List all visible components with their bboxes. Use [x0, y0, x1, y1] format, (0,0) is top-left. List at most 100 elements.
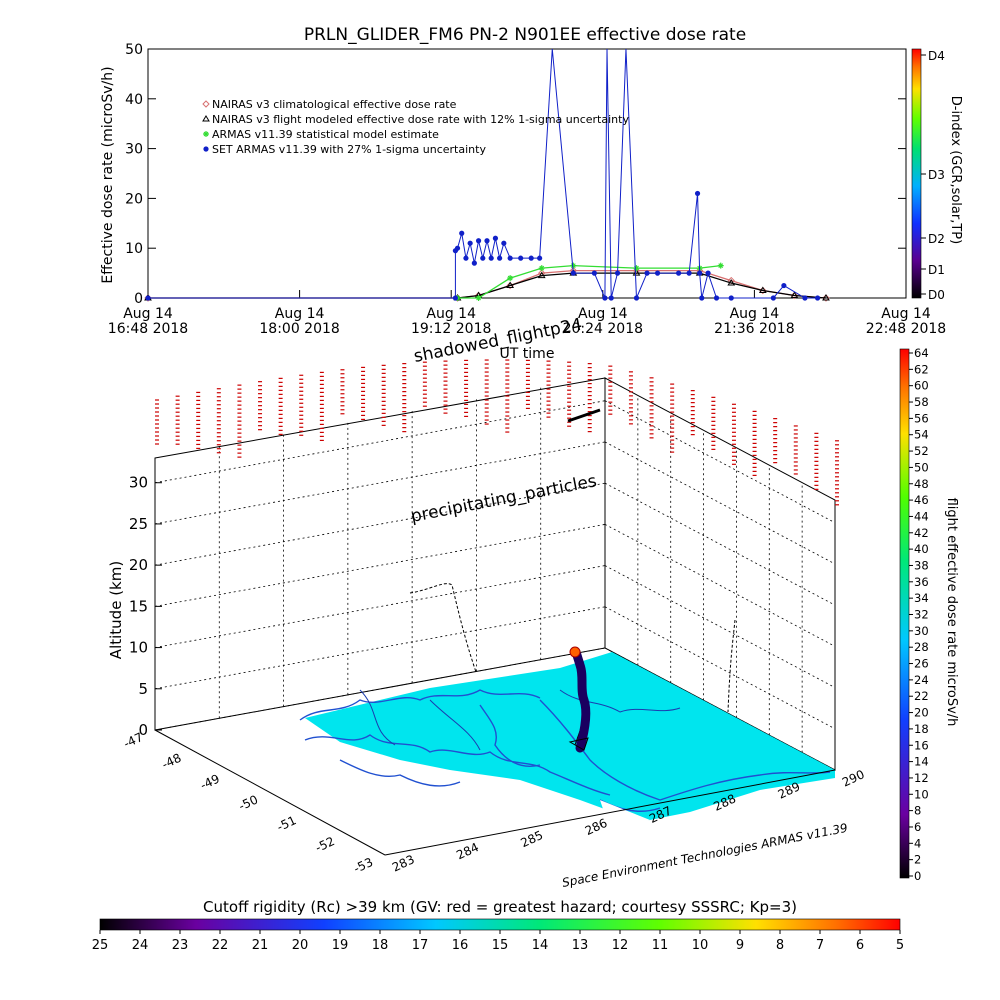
- dose-colorbar-tick-label: 44: [914, 509, 929, 523]
- z-gridline-right: [604, 647, 836, 771]
- land-patch: [600, 800, 650, 826]
- landmass-outline: [359, 689, 681, 751]
- dot-marker: [644, 270, 650, 276]
- flight-track-shadow-right: [727, 619, 736, 713]
- x-tick-label-time: 16:48 2018: [108, 321, 188, 337]
- triangle-marker: [758, 286, 767, 294]
- dose-colorbar-tick-label: 26: [914, 657, 929, 671]
- d-index-tick-label: D2: [928, 232, 945, 246]
- plot-frame: [147, 48, 907, 299]
- lat-tick-label: -52: [313, 834, 337, 855]
- x-tick-label-time: 19:12 2018: [411, 321, 491, 337]
- z-gridline-left: [154, 441, 606, 525]
- dose-colorbar-tick-label: 22: [914, 689, 929, 703]
- rigidity-tick-label: 9: [736, 938, 744, 953]
- chart-title: PRLN_GLIDER_FM6 PN-2 N901EE effective do…: [304, 25, 746, 45]
- y-axis: 0 10 20 30 40 50: [125, 42, 906, 307]
- flight-track-shadow-left: [409, 583, 477, 673]
- y-tick-label: 30: [125, 142, 143, 158]
- triangle-marker: [537, 271, 546, 279]
- z-gridline-left: [154, 482, 606, 566]
- dot-marker: [145, 295, 151, 301]
- dot-marker: [459, 230, 465, 236]
- dose-colorbar-tick-label: 24: [914, 673, 929, 687]
- dose-colorbar-tick-label: 46: [914, 493, 929, 507]
- dot-marker: [471, 260, 477, 266]
- legend: NAIRAS v3 climatological effective dose …: [202, 98, 629, 156]
- series-line: [148, 48, 818, 299]
- flight-track-top: [567, 408, 601, 423]
- y-tick-label: 50: [125, 42, 143, 58]
- dose-colorbar-tick-label: 64: [914, 346, 929, 360]
- annotation-precipitating: precipitating_particles: [409, 471, 598, 527]
- track-end-marker: [568, 737, 589, 751]
- dose-colorbar-tick-label: 32: [914, 608, 929, 622]
- rigidity-tick-label: 5: [896, 938, 904, 953]
- rigidity-tick-label: 8: [776, 938, 784, 953]
- dot-marker: [475, 238, 482, 244]
- lat-tick-label: -49: [198, 772, 222, 793]
- dose-colorbar-tick-label: 50: [914, 460, 929, 474]
- z-gridline-left: [154, 400, 606, 484]
- dot-marker: [454, 245, 461, 251]
- dose-rate-colorbar: [899, 348, 910, 879]
- rigidity-tick-label: 11: [652, 938, 669, 953]
- dot-marker: [713, 295, 720, 301]
- dose-colorbar-tick-label: 58: [914, 395, 929, 409]
- d-index-tick-label: D3: [928, 168, 945, 182]
- y-tick-label: 20: [125, 191, 143, 207]
- triangle-marker: [727, 279, 736, 286]
- z-tick-label: 5: [138, 680, 148, 698]
- d-index-tick-label: D1: [928, 263, 945, 277]
- dot-marker: [781, 282, 787, 289]
- x-tick-label-time: 21:36 2018: [714, 321, 794, 337]
- rigidity-tick-label: 6: [856, 938, 864, 953]
- dose-colorbar-tick-label: 18: [914, 722, 929, 736]
- dose-colorbar-tick-label: 0: [914, 869, 921, 883]
- x-tick-label-date: Aug 14: [578, 306, 628, 322]
- rigidity-tick-label: 21: [252, 938, 269, 953]
- dot-marker: [614, 270, 621, 276]
- dose-colorbar-tick-label: 54: [914, 428, 929, 442]
- asterisk-marker: [717, 262, 724, 269]
- dose-colorbar-tick-label: 14: [914, 755, 929, 769]
- d-index-axis: D0 D1 D2 D3 D4: [921, 49, 945, 302]
- dose-colorbar-tick-label: 62: [914, 362, 929, 376]
- rigidity-tick-label: 14: [532, 938, 549, 953]
- z-gridline-right: [604, 400, 836, 524]
- dose-colorbar-tick-label: 16: [914, 738, 929, 752]
- lat-tick-label: -53: [351, 855, 375, 876]
- series-diamond: [144, 266, 830, 302]
- dot-marker: [728, 295, 734, 301]
- rigidity-tick-label: 12: [612, 938, 629, 953]
- lat-tick-label: -50: [236, 792, 260, 813]
- dot-marker: [488, 255, 494, 261]
- series-asterisk: [454, 262, 724, 301]
- asterisk-marker: [538, 265, 545, 272]
- dot-marker: [518, 255, 524, 261]
- dot-marker: [697, 270, 703, 276]
- dose-colorbar-tick-label: 20: [914, 706, 929, 720]
- dose-colorbar-tick-label: 12: [914, 771, 929, 785]
- floor-front-left: [154, 729, 386, 856]
- triangle-marker: [822, 294, 830, 301]
- track-start-marker: [569, 646, 581, 658]
- y-tick-label: 0: [134, 291, 143, 307]
- coastline: [299, 689, 831, 812]
- z-gridline-left: [154, 606, 606, 690]
- z-gridline-right: [604, 606, 836, 730]
- x-tick-label-date: Aug 14: [275, 306, 325, 322]
- z-gridline-right: [604, 441, 836, 565]
- legend-entry: NAIRAS v3 climatological effective dose …: [212, 98, 457, 111]
- dose-colorbar-tick-label: 4: [914, 836, 921, 850]
- dot-marker: [452, 295, 459, 301]
- dot-marker: [501, 240, 507, 246]
- asterisk-marker: [570, 262, 577, 269]
- dose-colorbar-tick-label: 30: [914, 624, 929, 638]
- dot-marker: [463, 255, 469, 261]
- dot-marker: [608, 295, 614, 301]
- lon-tick-label: 286: [583, 816, 610, 838]
- z-gridline-left: [154, 565, 606, 648]
- x-tick-label-date: Aug 14: [730, 306, 780, 322]
- series-line: [148, 269, 827, 299]
